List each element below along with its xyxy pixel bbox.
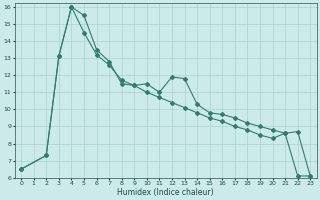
X-axis label: Humidex (Indice chaleur): Humidex (Indice chaleur) — [117, 188, 214, 197]
